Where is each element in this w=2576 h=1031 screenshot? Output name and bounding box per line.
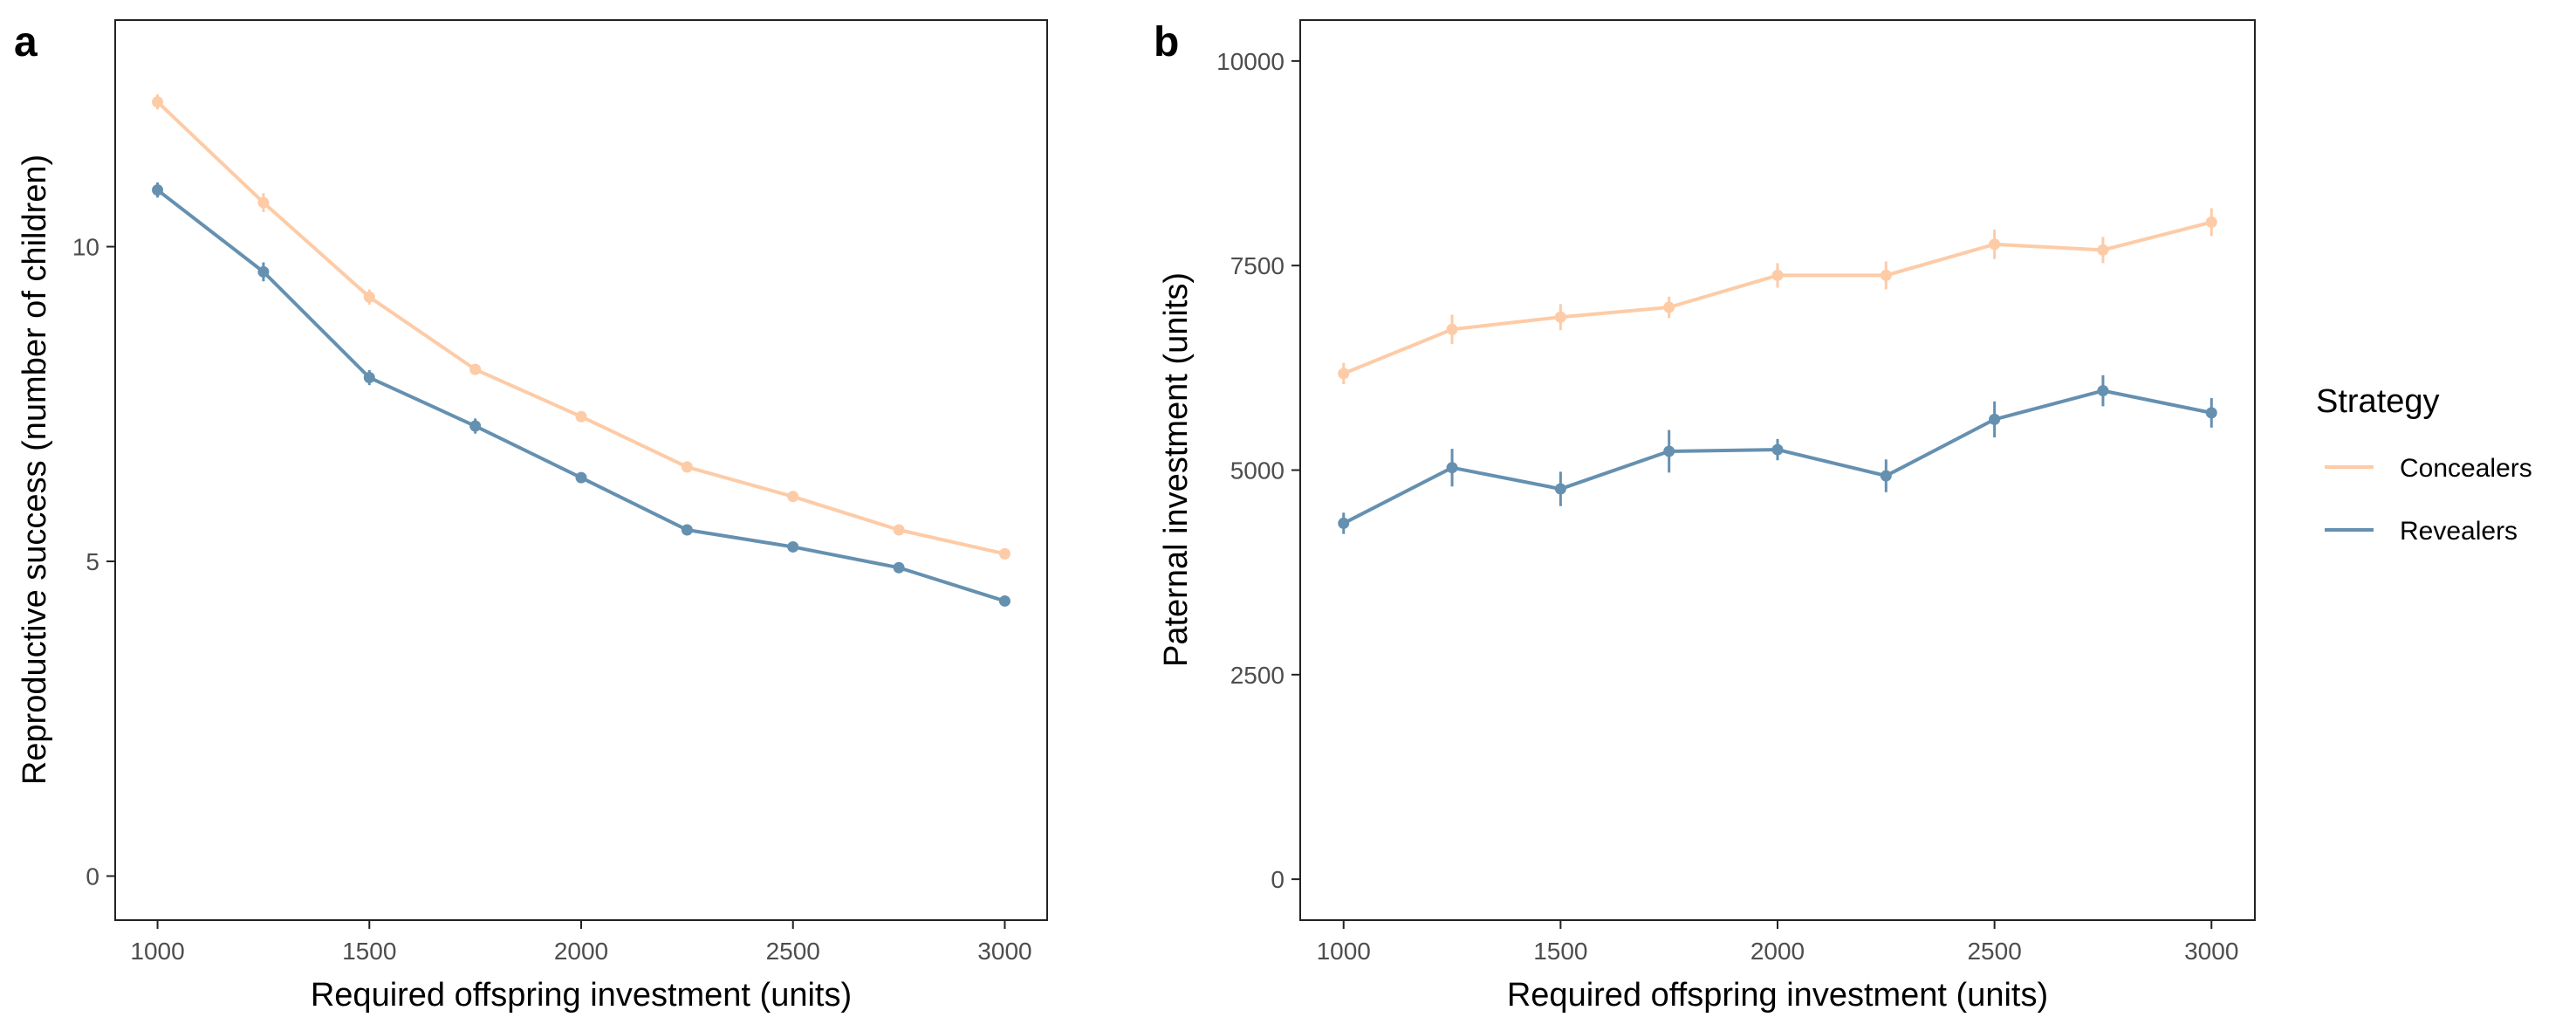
panel-b-point-concealers	[1880, 269, 1892, 281]
panel-b-x-tick-label: 1500	[1533, 938, 1587, 965]
panel-b-x-tick-label: 2500	[1967, 938, 2021, 965]
panel-a-point-concealers	[893, 524, 905, 536]
panel-a-point-revealers	[998, 595, 1011, 607]
panel-a-x-tick-label: 3000	[977, 938, 1031, 965]
panel-b-y-tick-label: 2500	[1230, 662, 1285, 689]
panel-a-series	[152, 94, 1011, 607]
panel-a-y-tick-label: 10	[72, 234, 99, 261]
legend-label-concealers: Concealers	[2400, 454, 2532, 483]
panel-a-point-revealers	[363, 372, 375, 384]
panel-b-y-tick-label: 0	[1271, 866, 1285, 893]
panel-a-point-concealers	[787, 491, 799, 503]
panel-a-point-concealers	[575, 410, 587, 423]
panel-b-y-tick-label: 10000	[1216, 48, 1285, 75]
panel-b-point-concealers	[1446, 323, 1458, 335]
legend-label-revealers: Revealers	[2400, 517, 2518, 546]
panel-b-point-concealers	[1771, 269, 1784, 281]
panel-a-y-tick-label: 5	[86, 548, 99, 575]
panel-b-point-concealers	[1554, 311, 1566, 323]
panel-b-y-tick-label: 5000	[1230, 457, 1285, 485]
panel-b-point-revealers	[2097, 385, 2109, 397]
panel-b-point-concealers	[1989, 238, 2001, 251]
panel-a-point-revealers	[787, 540, 799, 553]
panel-a-point-concealers	[469, 363, 482, 375]
panel-b-point-concealers	[1338, 368, 1350, 380]
panel-b-x-tick-label: 2000	[1750, 938, 1805, 965]
panel-a-point-revealers	[575, 471, 587, 484]
panel-a-x-tick-label: 2500	[766, 938, 820, 965]
panel-a: a 1000 1500 2000 2500 3000 0 5 10 Required off…	[14, 19, 1048, 1014]
panel-b-y-axis-label: Paternal investment (units)	[1158, 272, 1195, 667]
panel-a-point-concealers	[363, 291, 375, 303]
panel-b: b 1000 1500 2000 2500 3000 0 2500 5000 7500 1000…	[1154, 19, 2256, 1014]
panel-b-x-axis-label: Required offspring investment (units)	[1507, 977, 2048, 1014]
panel-a-point-revealers	[893, 561, 905, 574]
panel-b-point-revealers	[1338, 517, 1350, 529]
panel-b-x-ticks: 1000 1500 2000 2500 3000	[1317, 920, 2238, 965]
panel-a-x-tick-label: 2000	[554, 938, 608, 965]
panel-b-point-concealers	[2205, 217, 2217, 229]
panel-a-y-axis-label: Reproductive success (number of children…	[17, 155, 53, 785]
panel-b-point-revealers	[2205, 407, 2217, 419]
panel-b-letter: b	[1154, 19, 1179, 65]
panel-a-point-concealers	[681, 461, 693, 473]
panel-a-point-revealers	[681, 524, 693, 536]
panel-b-y-tick-label: 7500	[1230, 252, 1285, 279]
panel-a-point-revealers	[257, 265, 270, 278]
panel-a-x-tick-label: 1000	[130, 938, 184, 965]
panel-a-point-concealers	[257, 196, 270, 209]
panel-b-x-tick-label: 3000	[2184, 938, 2238, 965]
panel-a-x-ticks: 1000 1500 2000 2500 3000	[130, 920, 1032, 965]
panel-b-series	[1338, 208, 2217, 534]
panel-b-y-ticks: 0 2500 5000 7500 10000	[1216, 48, 1300, 893]
panel-a-point-revealers	[469, 420, 482, 432]
panel-b-point-revealers	[1446, 462, 1458, 474]
panel-b-point-revealers	[1880, 470, 1892, 482]
panel-b-point-revealers	[1771, 443, 1784, 456]
panel-a-x-axis-label: Required offspring investment (units)	[311, 977, 852, 1014]
panel-b-point-revealers	[1663, 445, 1675, 457]
panel-a-y-tick-label: 0	[86, 863, 99, 890]
panel-b-point-concealers	[2097, 244, 2109, 256]
panel-b-point-revealers	[1989, 413, 2001, 425]
panel-b-point-concealers	[1663, 301, 1675, 313]
panel-a-letter: a	[14, 19, 38, 65]
panel-a-y-ticks: 0 5 10	[72, 234, 115, 890]
legend-title: Strategy	[2316, 383, 2440, 420]
panel-a-x-tick-label: 1500	[342, 938, 396, 965]
panel-b-x-tick-label: 1000	[1317, 938, 1371, 965]
panel-a-point-concealers	[998, 547, 1011, 560]
panel-a-point-revealers	[152, 184, 164, 196]
panel-b-point-revealers	[1554, 483, 1566, 495]
panel-a-point-concealers	[152, 96, 164, 108]
legend: Strategy Concealers Revealers	[2316, 383, 2532, 546]
